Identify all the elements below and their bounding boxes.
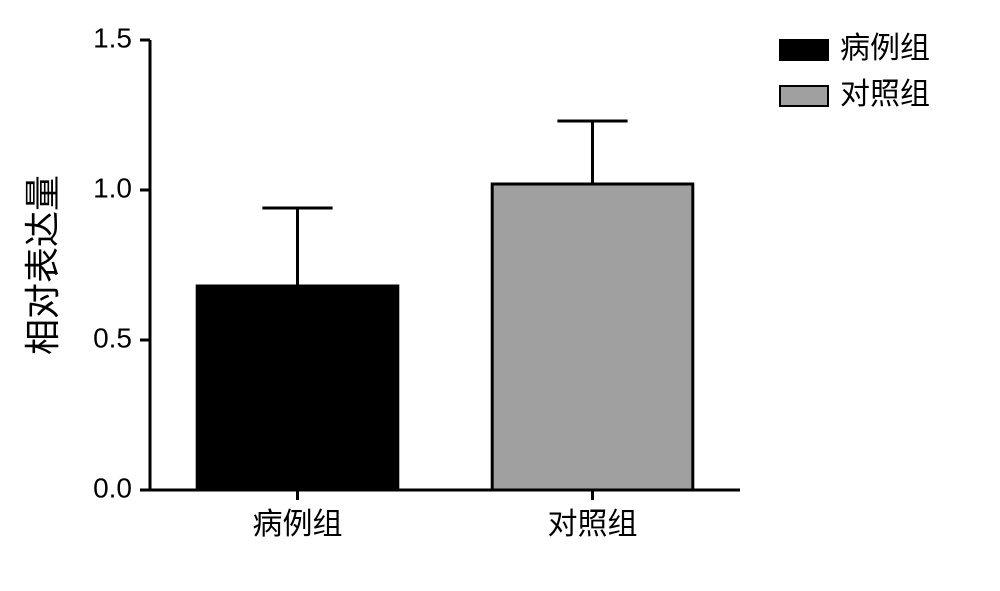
legend-swatch xyxy=(780,40,828,60)
legend-label: 病例组 xyxy=(840,32,930,65)
bar-chart: 病例组对照组0.00.51.01.5相对表达量病例组对照组 xyxy=(0,0,1000,591)
y-tick-label: 0.0 xyxy=(93,472,132,503)
y-tick-label: 0.5 xyxy=(93,322,132,353)
legend-label: 对照组 xyxy=(840,78,930,111)
y-tick-label: 1.5 xyxy=(93,22,132,53)
bar-病例组 xyxy=(197,286,398,490)
y-axis-title: 相对表达量 xyxy=(22,175,63,355)
x-label-病例组: 病例组 xyxy=(253,508,343,541)
y-tick-label: 1.0 xyxy=(93,172,132,203)
legend-swatch xyxy=(780,86,828,106)
chart-container: 病例组对照组0.00.51.01.5相对表达量病例组对照组 xyxy=(0,0,1000,591)
bar-对照组 xyxy=(492,184,693,490)
x-label-对照组: 对照组 xyxy=(548,508,638,541)
